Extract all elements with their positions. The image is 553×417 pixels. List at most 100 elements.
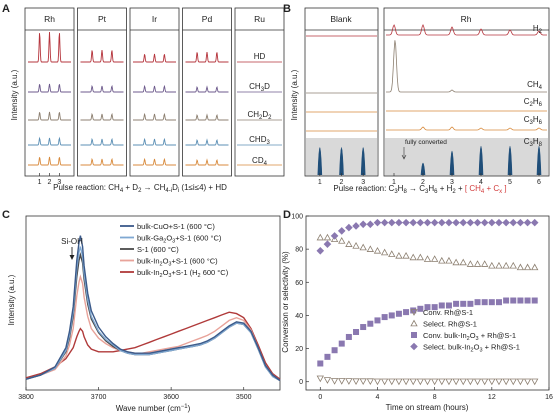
panel-d-point <box>459 258 467 266</box>
panel-d-point <box>523 378 532 386</box>
panel-b-blank-peak <box>317 147 323 176</box>
panel-b-blank-xtick-label: 3 <box>361 179 365 186</box>
panel-d-letter: D <box>283 209 291 221</box>
panel-d-point <box>323 240 332 248</box>
panel-b-species-h2: H2 <box>533 24 543 35</box>
panel-d-legend-marker <box>411 332 417 338</box>
panel-b-ch4-trace <box>386 40 547 93</box>
panel-d-ytick-label: 0 <box>299 379 303 386</box>
panel-c-xtick-label: 3600 <box>163 394 179 401</box>
panel-a-trace <box>80 157 124 166</box>
panel-a-trace <box>185 113 229 121</box>
panel-d-point <box>338 340 345 347</box>
panel-c-xlabel: Wave number (cm−1) <box>116 404 191 413</box>
panel-c-legend-label: bulk-In2O3+S-1 (H2 600 °C) <box>137 268 229 279</box>
panel-a-species-cd4: CD4 <box>252 156 268 167</box>
panel-b-blank-title: Blank <box>330 14 352 24</box>
panel-d-point <box>409 378 417 386</box>
panel-c-ylabel: Intensity (a.u.) <box>7 274 16 325</box>
panel-c-legend-label: bulk-In2O3+S-1 (600 °C) <box>137 257 218 268</box>
panel-b-species-c3h6: C3H6 <box>524 115 543 126</box>
panel-d-point <box>410 307 417 314</box>
panel-b-traces: H2 CH4 C2H6 C3H6 C3H8 1 2 3 4 5 6 1 2 3 <box>306 24 548 186</box>
panel-c-xtick-label: 3500 <box>236 394 252 401</box>
panel-d-point <box>345 240 353 247</box>
panel-c-legend-label: bulk-Ga2O3+S-1 (600 °C) <box>137 234 222 245</box>
panel-d-point <box>373 246 382 254</box>
panel-d-legend-label: Select. Rh@S-1 <box>423 320 477 329</box>
panel-a-trace <box>133 112 176 121</box>
panel-d-point <box>495 261 503 269</box>
panel-d-point <box>480 378 489 386</box>
panel-d-point <box>423 218 432 227</box>
panel-d-axis-ticks: 0 4 8 12 16 0 20 40 60 80 100 <box>291 214 553 402</box>
panel-a-species-chd3: CHD3 <box>249 135 270 146</box>
panel-a-xtick-label: 1 <box>38 179 42 186</box>
panel-d-point <box>480 218 489 227</box>
panel-d-point <box>423 255 432 262</box>
panel-d-point <box>445 256 453 264</box>
panel-d-point <box>474 299 481 306</box>
panel-d-point <box>523 263 532 271</box>
panel-a-trace <box>185 158 229 166</box>
panel-d-legend: Conv. Rh@S-1 Select. Rh@S-1 Conv. bulk-In2… <box>410 308 520 354</box>
panel-a-metal-label: Pd <box>202 14 213 24</box>
panel-d-point <box>466 260 475 267</box>
panel-d-point <box>430 218 439 227</box>
panel-d-point <box>530 218 539 227</box>
panel-b-annotation-arrowhead <box>401 154 407 160</box>
panel-d-point <box>395 310 402 317</box>
panel-b-blank-xtick-label: 2 <box>340 179 344 186</box>
panel-d-point <box>417 305 424 312</box>
panel-d-point <box>502 378 510 386</box>
panel-d-point <box>330 235 339 242</box>
panel-d-point <box>316 247 325 255</box>
panel-d-point <box>359 243 367 251</box>
panel-c-letter: C <box>2 209 10 221</box>
panel-d-points <box>316 218 539 386</box>
panel-c-line <box>25 311 281 380</box>
panel-a-trace <box>80 49 124 63</box>
panel-d-point <box>360 324 367 331</box>
panel-d-point <box>380 218 389 227</box>
panel-d-point <box>445 218 453 227</box>
panel-c-xtick-label: 3700 <box>91 394 107 401</box>
panel-d-ylabel: Conversion or selectivity (%) <box>281 251 290 353</box>
panel-d-point <box>338 378 346 385</box>
panel-b-species-c2h6: C2H6 <box>524 97 543 108</box>
panel-b-letter: B <box>283 3 291 15</box>
panel-d-point <box>317 360 324 367</box>
panel-b-rh-c3h8-peak <box>449 150 455 176</box>
panel-c-legend-label: bulk-CuO+S-1 (600 °C) <box>137 222 215 231</box>
panel-d-xtick-label: 12 <box>488 394 496 401</box>
panel-d-point <box>323 377 332 384</box>
panel-a-caption: Pulse reaction: CH4 + D2 → CH4-iDi (1≤i≤… <box>53 183 227 194</box>
panel-d-point <box>409 218 418 227</box>
panel-b-xtick-label: 4 <box>479 179 483 186</box>
panel-d-point <box>437 218 446 227</box>
panel-d-ytick-label: 40 <box>295 313 303 320</box>
panel-b-blank-xtick-label: 1 <box>318 179 322 186</box>
panel-c-line <box>25 274 281 382</box>
panel-d-point <box>488 378 496 386</box>
panel-d-ytick-label: 80 <box>295 247 303 254</box>
panel-b-xtick-label: 6 <box>537 179 541 186</box>
panel-d-point <box>323 233 332 241</box>
panel-d: D Conversion or selectivity (%) 0 4 8 12 160… <box>281 209 553 412</box>
panel-d-point <box>373 378 382 386</box>
panel-d-point <box>324 353 331 360</box>
panel-d-point <box>466 378 475 386</box>
panel-d-point <box>380 248 389 256</box>
panel-a-letter: A <box>2 3 10 15</box>
panel-d-xtick-label: 8 <box>433 394 437 401</box>
panel-d-point <box>488 261 496 269</box>
panel-b-h2-trace <box>386 24 547 36</box>
panel-d-ytick-label: 20 <box>295 346 303 353</box>
panel-d-point <box>352 378 360 386</box>
panel-d-point <box>330 232 339 240</box>
panel-d-point <box>331 347 338 354</box>
panel-d-point <box>359 378 367 386</box>
panel-c-xtick-label: 3800 <box>18 394 34 401</box>
panel-d-point <box>509 218 518 227</box>
panel-a-trace <box>133 84 176 93</box>
